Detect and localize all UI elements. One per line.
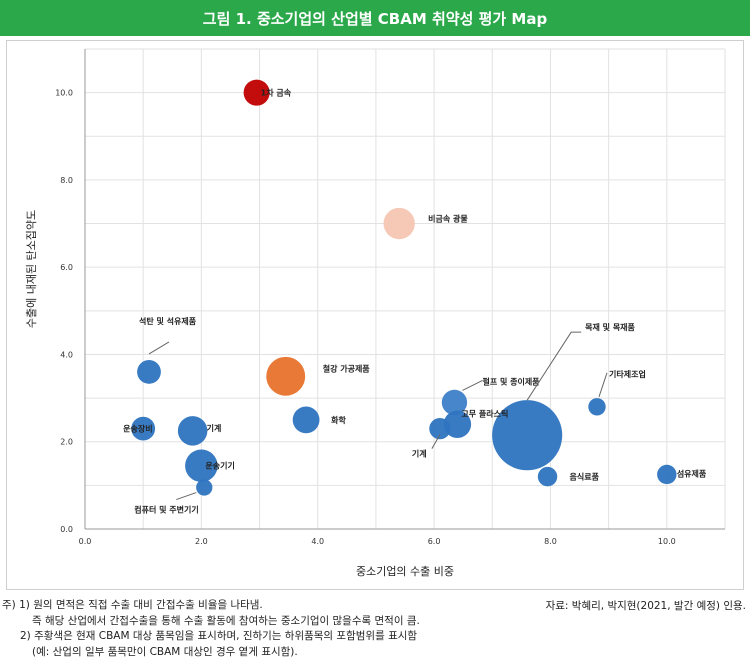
y-tick-label: 0.0 <box>60 525 73 534</box>
bubble-8 <box>196 479 213 496</box>
bubble-label-0: 1차 금속 <box>261 88 292 98</box>
bubble-10 <box>443 410 472 439</box>
leader-line-12 <box>526 331 582 401</box>
bubble-label-9: 펄프 및 종이제품 <box>482 376 540 386</box>
footnotes: 주) 1) 원의 면적은 직접 수출 대비 간접수출 비율을 나타냄. 즉 해당… <box>2 598 502 660</box>
y-tick-label: 8.0 <box>60 176 73 185</box>
note-line-1: 주) 1) 원의 면적은 직접 수출 대비 간접수출 비율을 나타냄. <box>2 599 263 611</box>
bubble-label-13: 기타제조업 <box>609 369 646 379</box>
y-axis-label: 수출에 내재된 탄소집약도 <box>24 210 38 328</box>
bubble-13 <box>588 398 606 416</box>
leader-line-8 <box>176 492 197 501</box>
bubble-label-7: 운송기기 <box>205 461 234 471</box>
bubble-chart: 0.0 2.0 4.0 6.0 8.0 10.0 0.0 2.0 4.0 6.0 8.0 10.0 중소… <box>24 48 726 578</box>
y-tick-label: 4.0 <box>60 350 73 359</box>
y-tick-label: 10.0 <box>55 89 73 98</box>
bubble-label-8: 컴퓨터 및 주변기기 <box>134 505 198 515</box>
bubble-label-5: 운송장비 <box>123 424 152 434</box>
source-note: 자료: 박혜리, 박지현(2021, 발간 예정) 인용. <box>545 600 746 612</box>
x-tick-label: 0.0 <box>79 537 92 546</box>
bubble-0 <box>243 79 270 106</box>
bubble-label-6: 기계 <box>207 423 222 433</box>
bubble-label-12: 목재 및 목재품 <box>585 322 635 332</box>
note-line-3: 2) 주황색은 현재 CBAM 대상 품목임을 표시하며, 진하기는 하위품목의… <box>20 630 418 642</box>
leader-line-13 <box>598 372 608 397</box>
note-line-2: 즉 해당 산업에서 간접수출을 통해 수출 활동에 참여하는 중소기업이 많을수… <box>32 614 420 627</box>
x-tick-label: 2.0 <box>195 537 208 546</box>
x-tick-label: 8.0 <box>544 537 557 546</box>
x-tick-label: 6.0 <box>428 537 441 546</box>
bubble-label-3: 철강 가공제품 <box>323 363 371 373</box>
bubble-label-11: 기계 <box>412 449 427 459</box>
leader-line-11 <box>431 434 441 449</box>
y-tick-label: 6.0 <box>60 263 73 272</box>
bubble-12 <box>492 400 563 471</box>
leader-line-9 <box>462 380 483 391</box>
bubble-label-2: 석탄 및 석유제품 <box>139 316 197 326</box>
bubble-14 <box>537 466 558 487</box>
bubble-9 <box>441 389 468 416</box>
bubble-11 <box>429 417 451 440</box>
chart-title: 그림 1. 중소기업의 산업별 CBAM 취약성 평가 Map <box>0 0 750 36</box>
bubble-7 <box>185 449 218 482</box>
chart-frame: 0.0 2.0 4.0 6.0 8.0 10.0 0.0 2.0 4.0 6.0 8.0 10.0 중소… <box>6 40 744 590</box>
x-axis-label: 중소기업의 수출 비중 <box>356 565 454 578</box>
bubble-label-14: 음식료품 <box>570 472 600 482</box>
note-line-4: (예: 산업의 일부 품목만이 CBAM 대상인 경우 옅게 표시함). <box>32 645 298 658</box>
bubble-2 <box>137 360 161 384</box>
x-tick-label: 10.0 <box>658 537 676 546</box>
bubble-5 <box>131 416 156 441</box>
bubble-1 <box>383 207 415 240</box>
bubble-3 <box>266 356 306 396</box>
bubble-15 <box>657 464 677 485</box>
leader-line-2 <box>148 341 170 355</box>
x-tick-label: 4.0 <box>311 537 324 546</box>
bubble-label-10: 고무 플라스틱 <box>461 408 508 418</box>
bubble-6 <box>177 416 208 446</box>
bubble-label-15: 섬유제품 <box>677 468 707 478</box>
bubble-label-1: 비금속 광물 <box>428 214 468 224</box>
y-tick-label: 2.0 <box>60 438 73 447</box>
bubble-label-4: 화학 <box>331 415 346 425</box>
bubble-4 <box>292 406 320 434</box>
